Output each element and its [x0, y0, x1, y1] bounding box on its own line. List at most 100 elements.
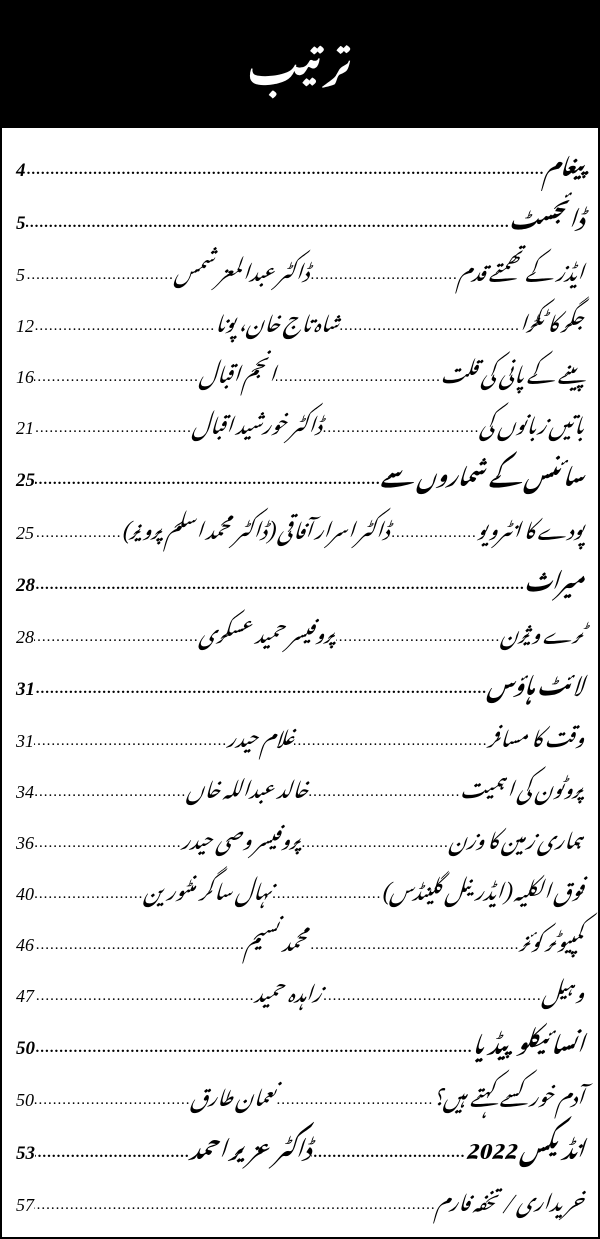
leader-dots — [34, 312, 215, 341]
leader-dots — [339, 312, 520, 341]
toc-entry-title: سائنس کے شماروں سے — [381, 452, 584, 495]
leader-dots — [389, 519, 477, 548]
leader-dots — [35, 571, 525, 600]
toc-entry-page: 50 — [16, 1083, 34, 1118]
leader-dots — [26, 156, 545, 185]
leader-dots — [34, 363, 199, 392]
toc-entry-author: ڈاکٹر عبدالمعز شمس — [174, 248, 309, 289]
toc-row: آدم خور کسے کہتے ہیں؟ نعمان طارق 50 — [16, 1073, 584, 1118]
leader-dots — [34, 880, 143, 909]
toc-entry-title: جگر کا ٹکڑا — [520, 299, 584, 340]
toc-entry-title: باتیں زبانوں کی — [479, 401, 584, 442]
leader-dots — [34, 623, 199, 652]
leader-dots — [321, 982, 541, 1011]
toc-row: انسائیکلوپیڈیا50 — [16, 1020, 584, 1067]
toc-entry-author: زاہدہ حمید — [254, 969, 321, 1010]
toc-header: ترتیب — [0, 0, 600, 128]
toc-entry-title: وہیل — [542, 969, 584, 1010]
toc-entry-title: فوق الکلیہ (ایڈرینل گلینڈس) — [381, 867, 584, 908]
toc-entry-page: 34 — [16, 775, 34, 810]
toc-entry-page: 4 — [16, 152, 26, 189]
toc-row: ڈائجسٹ 5 — [16, 195, 584, 242]
toc-row: میراث 28 — [16, 557, 584, 604]
toc-entry-page: 28 — [16, 620, 34, 655]
toc-row: ایڈز کے تھمتے قدم ڈاکٹر عبدالمعز شمس 5 — [16, 248, 584, 293]
toc-entry-page: 25 — [16, 462, 35, 499]
toc-entry-page: 31 — [16, 724, 34, 759]
toc-row: انڈیکس 2022ڈاکٹر عزیر احمد53 — [16, 1125, 584, 1172]
toc-row: ٹرے ویژنپروفیسر حمید عسکری28 — [16, 610, 584, 655]
toc-entry-title: خریداری / تخفہ فارم — [436, 1178, 584, 1219]
toc-entry-page: 31 — [16, 671, 35, 708]
toc-row: کمپیوٹر کوئز محمد نسیم 46 — [16, 918, 584, 963]
leader-dots — [34, 1191, 436, 1220]
toc-entry-title: پینے کے پانی کی قلت — [441, 350, 584, 391]
toc-entry-title: پیغام — [544, 142, 584, 185]
toc-entry-page: 5 — [16, 258, 25, 293]
toc-entry-author: نعمان طارق — [190, 1073, 276, 1114]
leader-dots — [301, 829, 448, 858]
leader-dots — [35, 1034, 472, 1063]
toc-entry-author: پروفیسر حمید عسکری — [199, 610, 336, 651]
toc-entry-page: 16 — [16, 360, 34, 395]
toc-row: پودے کا انٹرویو ڈاکٹر اسرار آفاقی (ڈاکٹر … — [16, 506, 584, 551]
leader-dots — [311, 1139, 466, 1168]
leader-dots — [276, 363, 441, 392]
leader-dots — [35, 1139, 190, 1168]
toc-entry-page: 21 — [16, 411, 34, 446]
leader-dots — [322, 414, 480, 443]
leader-dots — [34, 778, 186, 807]
toc-entry-page: 46 — [16, 928, 34, 963]
toc-entry-page: 25 — [16, 516, 34, 551]
toc-entry-title: ڈائجسٹ — [510, 195, 584, 238]
leader-dots — [336, 623, 501, 652]
toc-entry-title: ایڈز کے تھمتے قدم — [458, 248, 584, 289]
leader-dots — [277, 1086, 433, 1115]
leader-dots — [26, 209, 510, 238]
toc-entry-title: انڈیکس 2022 — [465, 1125, 584, 1168]
leader-dots — [308, 778, 460, 807]
toc-entry-title: میراث — [525, 557, 584, 600]
toc-entry-author: شاہ تاج خان، پونا — [215, 299, 339, 340]
toc-entry-page: 12 — [16, 309, 34, 344]
toc-entry-author: غلام حیدر — [227, 714, 294, 755]
toc-entry-page: 57 — [16, 1188, 34, 1223]
toc-entry-page: 5 — [16, 205, 26, 242]
toc-container: ترتیب پیغام 4 ڈائجسٹ 5 ایڈز کے تھمتے قدم ڈاکٹ… — [0, 0, 600, 1104]
toc-entry-title: لائٹ ہاؤس — [487, 661, 584, 704]
toc-row: سائنس کے شماروں سے 25 — [16, 452, 584, 499]
leader-dots — [35, 466, 381, 495]
leader-dots — [34, 414, 192, 443]
toc-entry-page: 40 — [16, 877, 34, 912]
toc-row: فوق الکلیہ (ایڈرینل گلینڈس) نہال ساگر منٹ… — [16, 867, 584, 912]
leader-dots — [294, 727, 487, 756]
toc-row: وقت کا مسافرغلام حیدر31 — [16, 714, 584, 759]
toc-entry-page: 53 — [16, 1135, 35, 1172]
toc-row: باتیں زبانوں کی ڈاکٹر خورشید اقبال 21 — [16, 401, 584, 446]
toc-entry-author: محمد نسیم — [245, 918, 309, 959]
leader-dots — [272, 880, 381, 909]
toc-entry-author: پروفیسر وصی حیدر — [181, 816, 301, 857]
leader-dots — [34, 982, 254, 1011]
toc-entry-author: نہال ساگر منٹورین — [143, 867, 272, 908]
toc-entry-page: 28 — [16, 567, 35, 604]
toc-entry-title: کمپیوٹر کوئز — [519, 918, 584, 959]
leader-dots — [34, 1086, 190, 1115]
toc-entry-page: 36 — [16, 826, 34, 861]
toc-title: ترتیب — [248, 8, 352, 108]
toc-content: پیغام 4 ڈائجسٹ 5 ایڈز کے تھمتے قدم ڈاکٹر عبدا… — [0, 128, 600, 1239]
leader-dots — [25, 261, 174, 290]
toc-row: پروٹون کی اہمیت خالد عبداللہ خاں 34 — [16, 765, 584, 810]
leader-dots — [34, 727, 227, 756]
toc-entry-author: ڈاکٹر خورشید اقبال — [192, 401, 322, 442]
toc-row: پینے کے پانی کی قلتانجم اقبال16 — [16, 350, 584, 395]
toc-entry-title: ہماری زمین کا وزن — [449, 816, 584, 857]
toc-row: خریداری / تخفہ فارم 57 — [16, 1178, 584, 1223]
toc-entry-title: آدم خور کسے کہتے ہیں؟ — [433, 1073, 584, 1114]
toc-entry-title: پودے کا انٹرویو — [477, 506, 584, 547]
toc-entry-title: پروٹون کی اہمیت — [460, 765, 584, 806]
toc-entry-author: خالد عبداللہ خاں — [186, 765, 308, 806]
toc-entry-author: ڈاکٹر اسرار آفاقی (ڈاکٹر محمد اسلم پرویز… — [122, 506, 390, 547]
leader-dots — [34, 931, 245, 960]
leader-dots — [309, 931, 520, 960]
